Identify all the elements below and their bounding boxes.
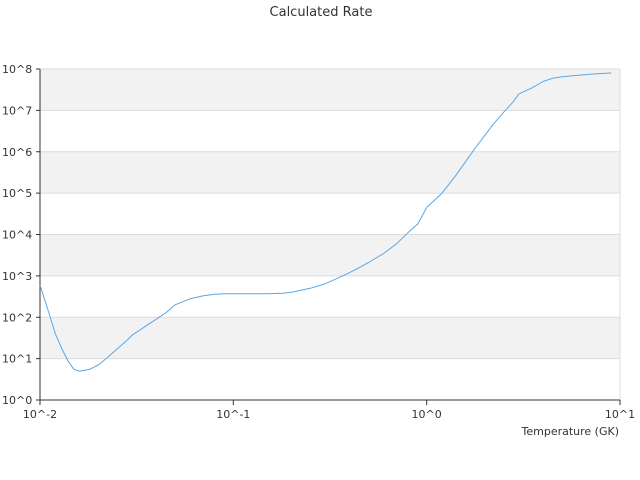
tick-labels: 10^0 10^1 10^2 10^3 10^4 10^5 10^6 10^7 10^8 10^-…: [2, 63, 635, 421]
y-tick-label: 10^1: [2, 353, 32, 366]
y-tick-label: 10^0: [2, 394, 32, 407]
y-tick-label: 10^3: [2, 270, 32, 283]
plot-band: [40, 317, 620, 359]
plot-grid: [40, 68, 621, 401]
x-tick-label: 10^-2: [23, 408, 57, 421]
y-tick-label: 10^4: [2, 229, 32, 242]
plot-band: [40, 151, 620, 194]
x-tick-label: 10^1: [605, 408, 635, 421]
chart-title: Calculated Rate: [270, 5, 373, 20]
x-tick-label: 10^0: [412, 408, 442, 421]
plot-band: [40, 69, 620, 111]
x-tick-label: 10^-1: [216, 408, 250, 421]
y-tick-label: 10^5: [2, 187, 32, 200]
plot-bands: [40, 69, 620, 359]
y-tick-label: 10^2: [2, 311, 32, 324]
y-tick-label: 10^8: [2, 63, 32, 76]
y-tick-label: 10^7: [2, 104, 32, 117]
x-axis-label: Temperature (GK): [521, 425, 620, 438]
y-tick-label: 10^6: [2, 146, 32, 159]
plot-band: [40, 234, 620, 276]
plot-series: [39, 72, 612, 372]
plot-axes: [36, 68, 621, 405]
series-line: [39, 72, 612, 372]
